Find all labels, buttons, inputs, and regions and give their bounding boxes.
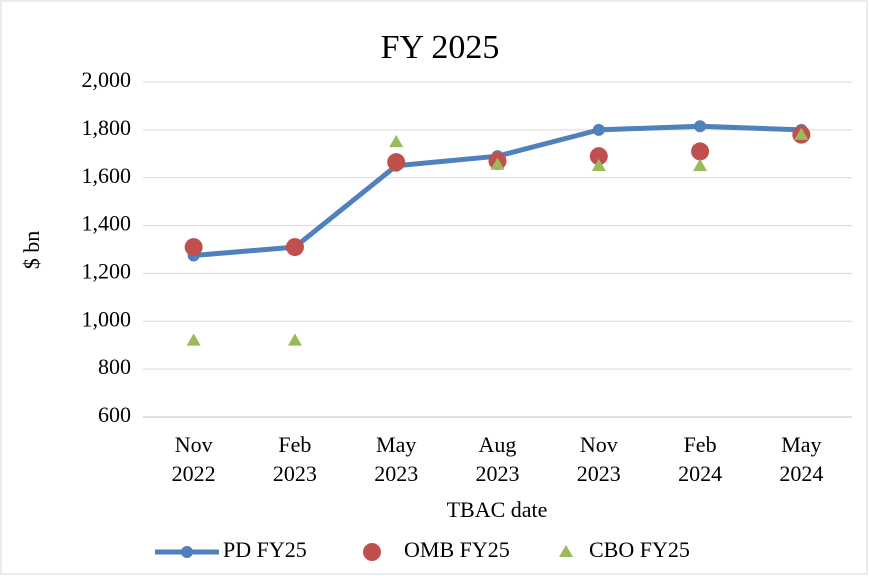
- y-tick-label: 2,000: [82, 67, 132, 92]
- triangle-marker: [794, 127, 809, 140]
- circle-marker: [592, 123, 605, 136]
- x-tick-label: Nov 2022: [172, 432, 216, 486]
- x-tick-label: May 2023: [374, 432, 418, 486]
- circle-marker: [184, 238, 203, 257]
- y-tick-label: 1,800: [82, 115, 132, 140]
- triangle-marker: [591, 158, 606, 171]
- circle-marker: [387, 153, 406, 172]
- x-tick-label: Aug 2023: [476, 432, 520, 486]
- y-tick-label: 1,400: [82, 211, 132, 236]
- circle-marker: [694, 120, 707, 133]
- x-tick-label: May 2024: [779, 432, 823, 486]
- triangle-marker: [287, 333, 302, 346]
- y-tick-label: 1,000: [82, 306, 132, 331]
- triangle-marker: [490, 157, 505, 170]
- circle-marker: [691, 142, 710, 161]
- y-tick-label: 1,600: [82, 163, 132, 188]
- y-tick-label: 800: [98, 354, 131, 379]
- legend-label: OMB FY25: [404, 537, 510, 562]
- x-axis-label: TBAC date: [447, 497, 548, 522]
- y-tick-label: 600: [98, 402, 131, 427]
- y-tick-label: 1,200: [82, 258, 132, 283]
- circle-marker: [285, 238, 304, 257]
- legend-marker: [363, 543, 381, 561]
- chart-title: FY 2025: [381, 29, 500, 66]
- legend-marker: [181, 546, 193, 558]
- legend-label: CBO FY25: [589, 537, 690, 562]
- legend-label: PD FY25: [223, 537, 307, 562]
- x-tick-label: Nov 2023: [577, 432, 621, 486]
- circle-marker: [589, 147, 608, 166]
- triangle-marker: [186, 333, 201, 346]
- x-tick-label: Feb 2023: [273, 432, 317, 486]
- triangle-marker: [389, 134, 404, 148]
- triangle-marker: [693, 158, 708, 171]
- y-axis-label: $ bn: [19, 231, 44, 270]
- legend-marker: [559, 545, 573, 557]
- x-tick-label: Feb 2024: [678, 432, 722, 486]
